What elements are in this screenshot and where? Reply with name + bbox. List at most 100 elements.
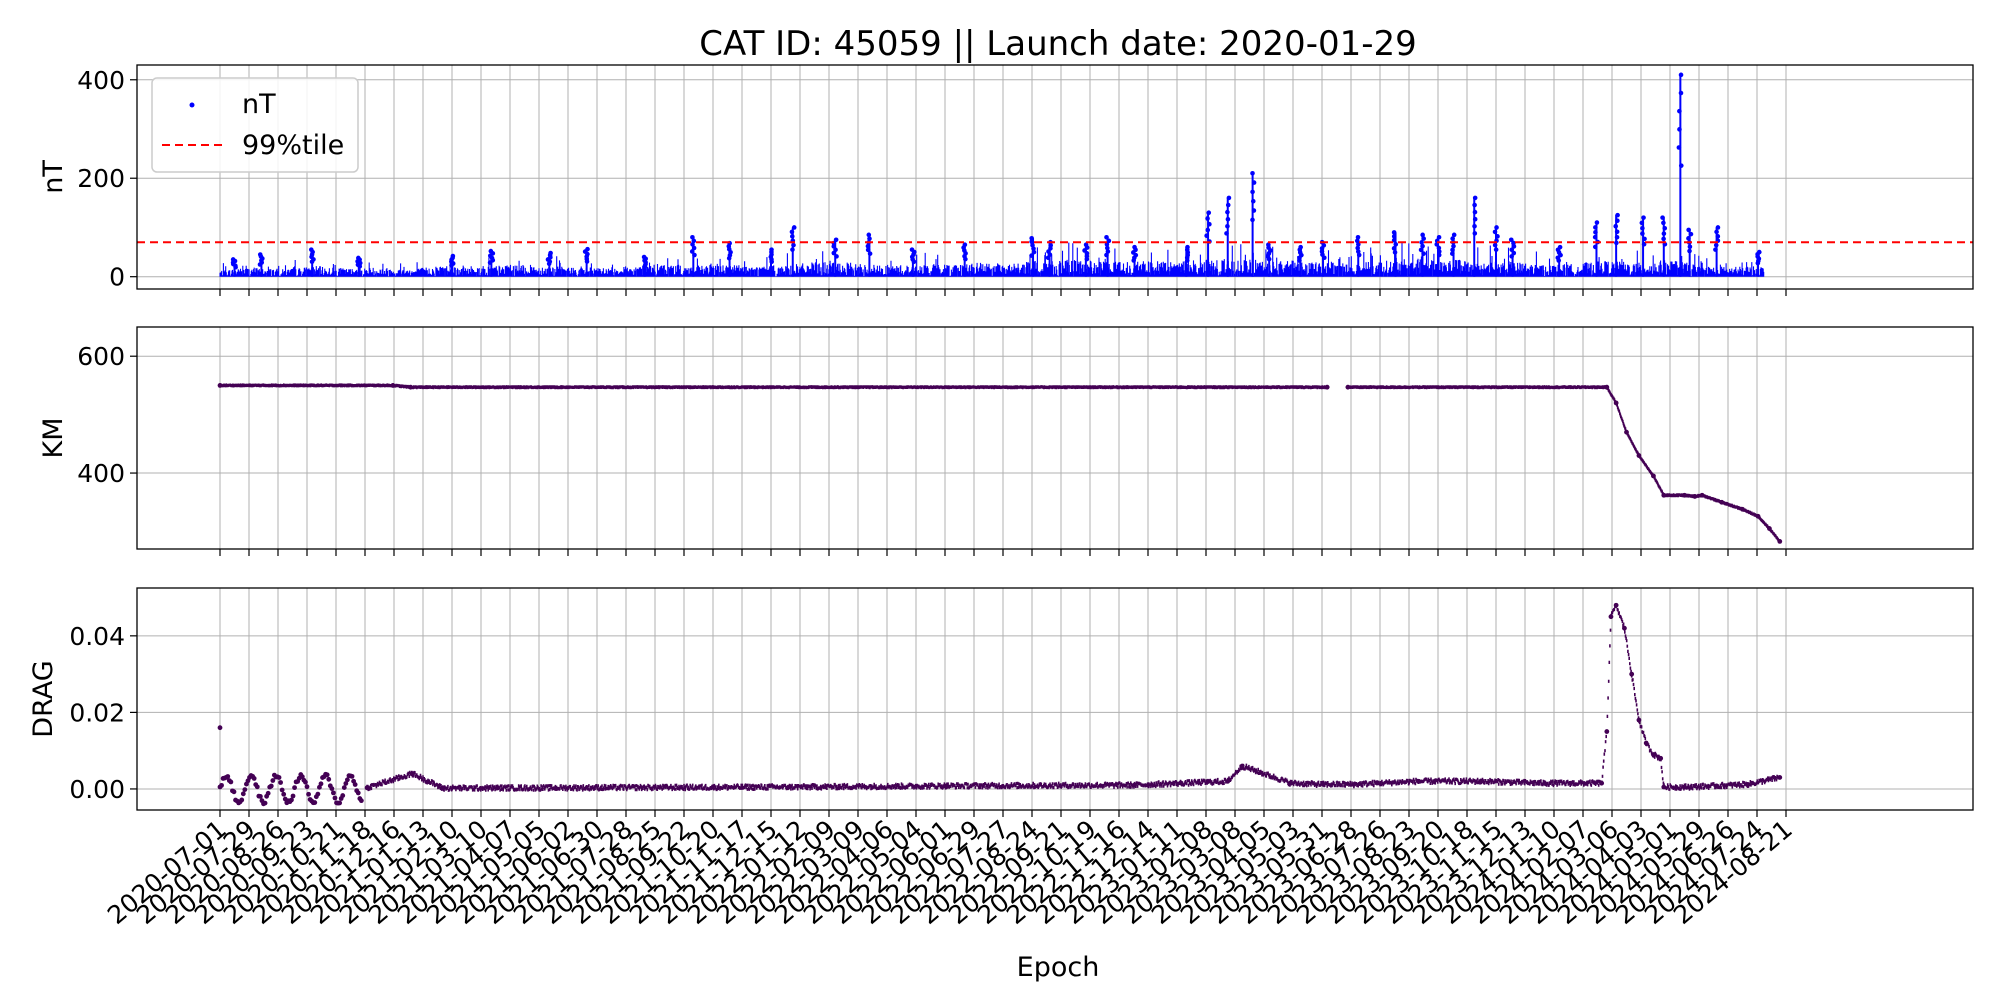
- nt-point: [1495, 234, 1500, 239]
- nt-point: [1715, 234, 1721, 239]
- drag-point: [292, 785, 297, 791]
- nt-point: [789, 229, 795, 235]
- drag-point: [329, 786, 335, 792]
- drag-point: [341, 785, 347, 790]
- nt-point: [1687, 244, 1693, 250]
- nt-point: [1678, 90, 1684, 96]
- nt-point: [308, 247, 314, 252]
- nt-point: [1492, 229, 1498, 235]
- nt-point: [690, 235, 695, 240]
- drag-point: [268, 783, 274, 789]
- drag-point: [265, 790, 271, 796]
- nt-point: [1678, 72, 1684, 78]
- drag-point: [251, 776, 257, 781]
- nt-point: [1472, 195, 1478, 201]
- nt-point: [1029, 253, 1034, 258]
- nt-point: [865, 247, 871, 253]
- drag-point: [1651, 752, 1656, 757]
- nt-point: [1613, 223, 1619, 229]
- nt-point: [1355, 235, 1361, 240]
- drag-point: [1636, 717, 1642, 723]
- nt-point: [1660, 215, 1665, 220]
- nt-point: [1030, 242, 1035, 248]
- nt-point: [1451, 232, 1457, 238]
- nt-point: [1105, 249, 1111, 254]
- altitude-trace: [219, 383, 1781, 543]
- nt-point: [1472, 231, 1478, 236]
- y-axis-label: KM: [38, 417, 69, 458]
- drag-point: [242, 787, 248, 793]
- nt-point: [1355, 245, 1360, 251]
- nt-point: [1661, 236, 1666, 242]
- drag-point: [326, 776, 332, 782]
- nt-point: [356, 255, 361, 261]
- nt-point: [1029, 235, 1034, 241]
- drag-point: [1225, 778, 1231, 784]
- drag-point: [340, 793, 346, 798]
- nt-point: [1225, 216, 1231, 222]
- y-tick-label: 0.00: [69, 775, 125, 804]
- drag-point: [1745, 781, 1751, 787]
- nt-point: [1104, 252, 1109, 258]
- nt-point: [1418, 247, 1424, 253]
- nt-point: [1225, 209, 1230, 215]
- nt-point: [790, 247, 795, 252]
- nt-point: [1509, 254, 1514, 259]
- nt-point: [1420, 243, 1425, 249]
- drag-point: [318, 781, 324, 787]
- nt-point: [1205, 227, 1211, 233]
- nt-point: [548, 250, 553, 256]
- nt-point: [1185, 244, 1190, 250]
- drag-point: [289, 797, 294, 803]
- nt-point: [488, 248, 494, 254]
- nt-point: [1450, 236, 1455, 241]
- nt-point: [1225, 223, 1230, 229]
- y-tick-label: 200: [77, 164, 125, 193]
- panel-nt: 0 200 400 nT nT 99%tile: [38, 64, 1974, 296]
- nt-point: [1356, 252, 1362, 258]
- nt-point: [1676, 145, 1682, 150]
- drag-point: [306, 791, 311, 797]
- nt-point: [1592, 244, 1598, 250]
- nt-point: [834, 254, 839, 259]
- nt-point: [1419, 240, 1424, 245]
- nt-point: [230, 257, 236, 262]
- nt-point: [865, 243, 871, 249]
- axes-frame: [136, 64, 1974, 290]
- nt-point: [833, 237, 839, 243]
- legend: nT 99%tile: [151, 77, 359, 173]
- nt-cloud: [219, 242, 1765, 277]
- drag-point: [240, 791, 246, 797]
- nt-point: [1104, 235, 1109, 240]
- nt-point: [791, 242, 796, 248]
- drag-point: [1714, 783, 1720, 789]
- drag-point: [219, 782, 224, 788]
- drag-point: [332, 795, 338, 801]
- nt-point: [1640, 225, 1645, 231]
- nt-point: [1615, 212, 1620, 218]
- nt-point: [689, 249, 695, 254]
- y-tick-label: 0.04: [69, 622, 125, 651]
- nt-point: [1450, 251, 1455, 256]
- nt-point: [450, 253, 456, 259]
- nt-point: [1509, 247, 1515, 253]
- altitude-point: [1767, 526, 1772, 531]
- nt-point: [1493, 247, 1499, 252]
- nt-point: [691, 238, 697, 244]
- altitude-point: [1755, 513, 1761, 519]
- nt-point: [1661, 220, 1666, 226]
- nt-point: [1450, 247, 1455, 253]
- y-axis-label: DRAG: [28, 660, 59, 737]
- nt-point: [1225, 202, 1231, 208]
- y-tick-label: 600: [77, 342, 125, 371]
- nt-point: [1420, 232, 1425, 238]
- nt-point: [1686, 227, 1691, 233]
- nt-point: [1757, 249, 1762, 255]
- drag-point: [1643, 740, 1649, 746]
- nt-point: [1593, 225, 1598, 230]
- legend-frame: [151, 77, 359, 173]
- nt-point: [1250, 171, 1255, 176]
- drag-point: [231, 789, 237, 795]
- nt-point: [1662, 225, 1668, 231]
